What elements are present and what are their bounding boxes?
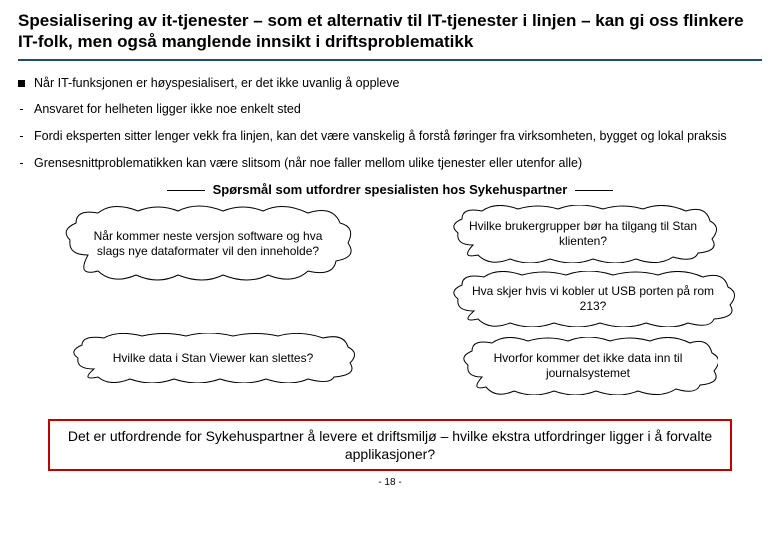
- bullet-text: Grensesnittproblematikken kan være slits…: [34, 155, 762, 172]
- slide-page: Spesialisering av it-tjenester – som et …: [0, 0, 780, 540]
- bullet-item: - Ansvaret for helheten ligger ikke noe …: [18, 101, 762, 118]
- cloud-question: Hvorfor kommer det ikke data inn til jou…: [458, 337, 718, 395]
- cloud-text: Når kommer neste versjon software og hva…: [78, 229, 338, 259]
- dash-bullet-icon: -: [18, 155, 34, 172]
- dash-bullet-icon: -: [18, 101, 34, 118]
- bullet-lead: Når IT-funksjonen er høyspesialisert, er…: [18, 75, 762, 92]
- dash-bullet-icon: -: [18, 128, 34, 145]
- page-title: Spesialisering av it-tjenester – som et …: [18, 10, 762, 61]
- cloud-area: Når kommer neste versjon software og hva…: [18, 205, 762, 415]
- cloud-text: Hvilke brukergrupper bør ha tilgang til …: [468, 219, 698, 249]
- bullet-text: Ansvaret for helheten ligger ikke noe en…: [34, 101, 762, 118]
- highlight-callout: Det er utfordrende for Sykehuspartner å …: [48, 419, 732, 471]
- cloud-text: Hvorfor kommer det ikke data inn til jou…: [478, 351, 698, 381]
- cloud-text: Hva skjer hvis vi kobler ut USB porten p…: [468, 284, 718, 314]
- cloud-text: Hvilke data i Stan Viewer kan slettes?: [113, 351, 314, 366]
- bullet-list: Når IT-funksjonen er høyspesialisert, er…: [18, 75, 762, 173]
- page-number: - 18 -: [18, 477, 762, 488]
- bullet-lead-text: Når IT-funksjonen er høyspesialisert, er…: [34, 75, 762, 92]
- cloud-question: Hva skjer hvis vi kobler ut USB porten p…: [448, 271, 738, 327]
- bullet-item: - Grensesnittproblematikken kan være sli…: [18, 155, 762, 172]
- bullet-text: Fordi eksperten sitter lenger vekk fra l…: [34, 128, 762, 145]
- cloud-question: Hvilke brukergrupper bør ha tilgang til …: [448, 205, 718, 263]
- cloud-question: Når kommer neste versjon software og hva…: [58, 205, 358, 283]
- square-bullet-icon: [18, 75, 34, 92]
- section-heading: Spørsmål som utfordrer spesialisten hos …: [18, 182, 762, 197]
- bullet-item: - Fordi eksperten sitter lenger vekk fra…: [18, 128, 762, 145]
- cloud-question: Hvilke data i Stan Viewer kan slettes?: [68, 333, 358, 383]
